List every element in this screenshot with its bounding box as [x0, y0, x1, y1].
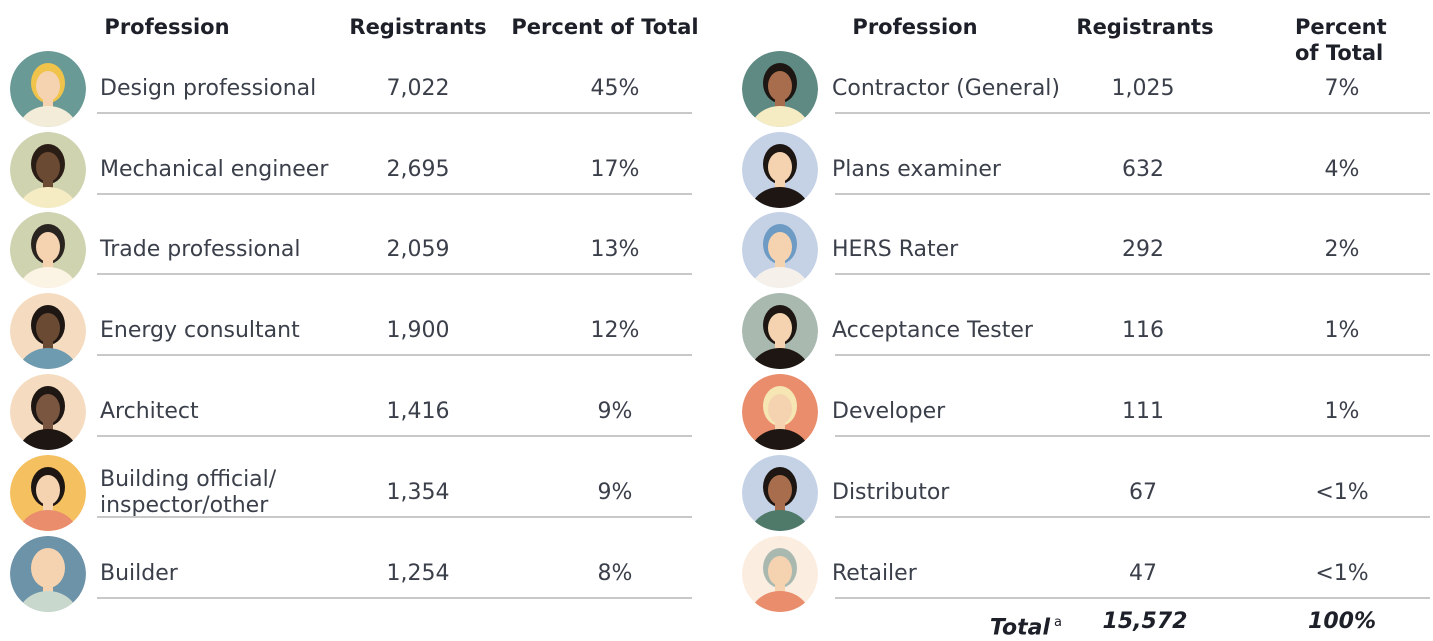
row-divider	[97, 354, 692, 356]
avatar	[741, 50, 819, 128]
profession: Plans examiner	[832, 157, 1001, 183]
avatar	[741, 292, 819, 370]
percent: 4%	[1325, 157, 1360, 183]
row-divider	[97, 193, 692, 195]
column-header: Percent of Total	[511, 14, 698, 40]
column-header: Profession	[104, 14, 229, 40]
percent: 7%	[1325, 76, 1360, 102]
percent: 45%	[591, 76, 640, 102]
profession: Retailer	[832, 561, 917, 587]
avatar	[741, 373, 819, 451]
row-divider	[835, 435, 1430, 437]
row-divider	[97, 435, 692, 437]
percent: 17%	[591, 157, 640, 183]
profession: Trade professional	[100, 237, 301, 263]
percent: 8%	[598, 561, 633, 587]
profession: HERS Rater	[832, 237, 958, 263]
row-divider	[835, 273, 1430, 275]
row-divider	[835, 597, 1430, 599]
column-header: Profession	[852, 14, 977, 40]
avatar	[741, 454, 819, 532]
profession: Builder	[100, 561, 178, 587]
registrants: 1,416	[387, 399, 450, 425]
row-divider	[97, 597, 692, 599]
total-percent: 100%	[1308, 609, 1376, 635]
avatar	[741, 131, 819, 209]
registrants: 632	[1122, 157, 1164, 183]
total-text: Total	[990, 615, 1050, 640]
column-header: Registrants	[349, 14, 486, 40]
registrants: 7,022	[387, 76, 450, 102]
profession: Design professional	[100, 76, 316, 102]
percent: 12%	[591, 318, 640, 344]
registrants: 292	[1122, 237, 1164, 263]
row-divider	[835, 193, 1430, 195]
percent: 1%	[1325, 318, 1360, 344]
avatar	[9, 131, 87, 209]
profession: Energy consultant	[100, 318, 300, 344]
registrants: 1,354	[387, 480, 450, 506]
registrants: 67	[1129, 480, 1157, 506]
row-divider	[97, 112, 692, 114]
profession: Distributor	[832, 480, 949, 506]
avatar	[741, 211, 819, 289]
avatar	[9, 292, 87, 370]
profession: Architect	[100, 399, 199, 425]
registrants: 47	[1129, 561, 1157, 587]
registrants: 1,254	[387, 561, 450, 587]
percent: 9%	[598, 480, 633, 506]
avatar	[9, 50, 87, 128]
avatar	[741, 535, 819, 613]
registrants: 1,900	[387, 318, 450, 344]
avatar	[9, 535, 87, 613]
percent: 1%	[1325, 399, 1360, 425]
profession: Developer	[832, 399, 945, 425]
row-divider	[835, 354, 1430, 356]
row-divider	[835, 516, 1430, 518]
column-header: Registrants	[1076, 14, 1213, 40]
registrants: 116	[1122, 318, 1164, 344]
column-header: Percent of Total	[1295, 14, 1387, 66]
page: {"left":{"header":["Profession","Registr…	[0, 0, 1433, 633]
avatar	[9, 211, 87, 289]
registrants: 1,025	[1112, 76, 1175, 102]
row-divider	[835, 112, 1430, 114]
percent: 9%	[598, 399, 633, 425]
registrants: 111	[1122, 399, 1164, 425]
row-divider	[97, 273, 692, 275]
footnote-mark: a	[1054, 615, 1062, 630]
registrants: 2,059	[387, 237, 450, 263]
profession: Contractor (General)	[832, 76, 1060, 102]
profession: Acceptance Tester	[832, 318, 1033, 344]
percent: 13%	[591, 237, 640, 263]
total-registrants: 15,572	[1103, 609, 1188, 635]
percent: <1%	[1315, 480, 1368, 506]
profession: Mechanical engineer	[100, 157, 328, 183]
profession: Building official/ inspector/other	[100, 467, 276, 519]
registrants: 2,695	[387, 157, 450, 183]
avatar	[9, 373, 87, 451]
avatar	[9, 454, 87, 532]
row-divider	[97, 516, 692, 518]
percent: <1%	[1315, 561, 1368, 587]
percent: 2%	[1325, 237, 1360, 263]
